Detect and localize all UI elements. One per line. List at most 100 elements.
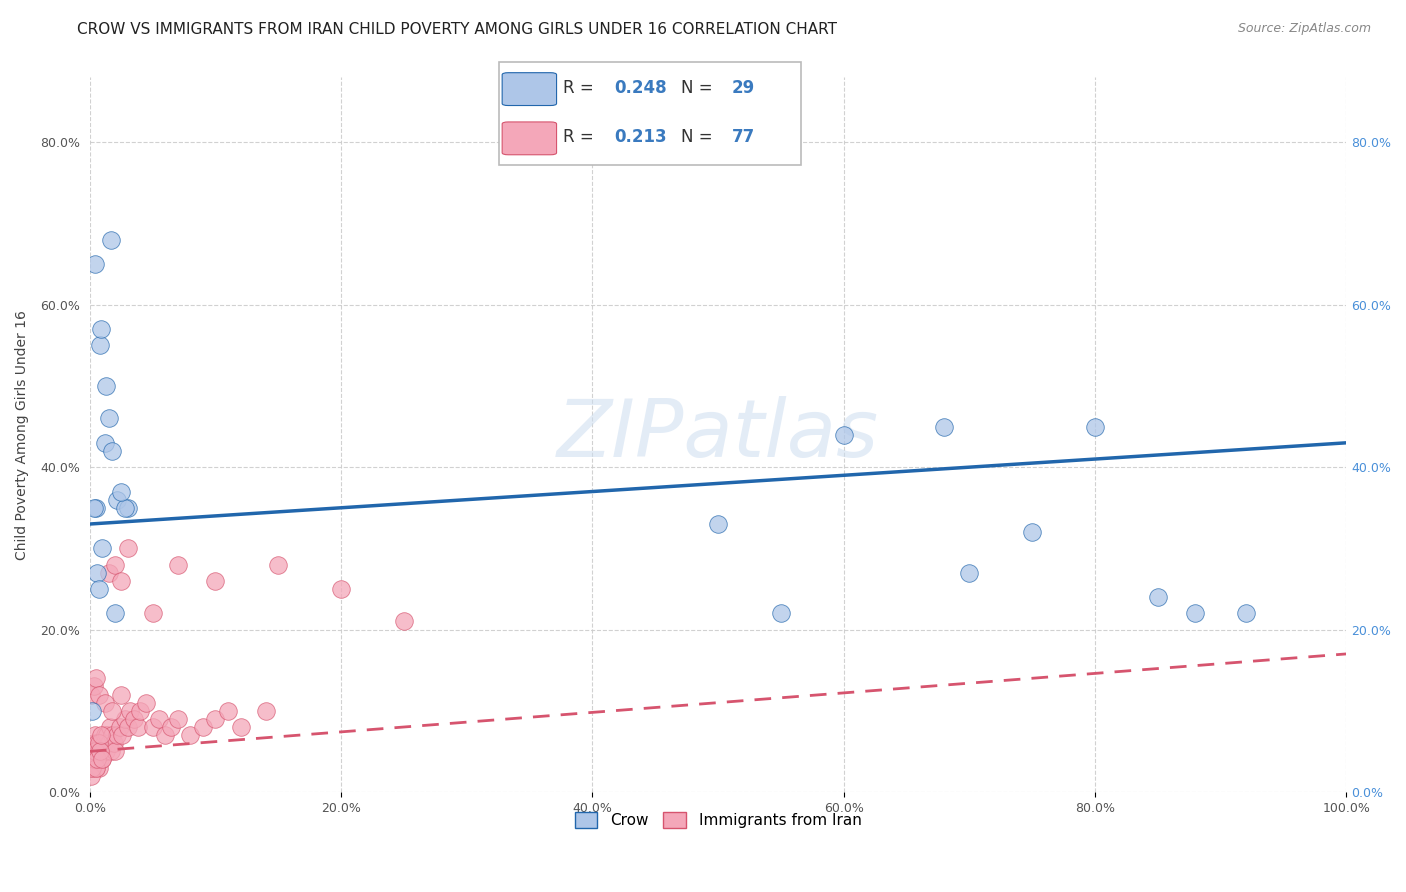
Point xyxy=(107,492,129,507)
Point xyxy=(94,435,117,450)
Point xyxy=(117,541,139,556)
Point xyxy=(135,696,157,710)
Point xyxy=(111,728,134,742)
Point xyxy=(1021,525,1043,540)
Point xyxy=(87,688,110,702)
Point xyxy=(707,516,730,531)
Point xyxy=(98,720,121,734)
Point xyxy=(160,720,183,734)
Point xyxy=(83,752,105,766)
Point xyxy=(101,704,124,718)
Point xyxy=(166,558,188,572)
Point xyxy=(101,728,124,742)
Point xyxy=(80,752,103,766)
Text: CROW VS IMMIGRANTS FROM IRAN CHILD POVERTY AMONG GIRLS UNDER 16 CORRELATION CHAR: CROW VS IMMIGRANTS FROM IRAN CHILD POVER… xyxy=(77,22,838,37)
Point xyxy=(217,704,239,718)
Point xyxy=(89,752,111,766)
Point xyxy=(142,720,165,734)
Text: R =: R = xyxy=(562,79,599,97)
Point xyxy=(104,607,127,621)
Point xyxy=(155,728,177,742)
Point xyxy=(94,728,117,742)
Point xyxy=(94,696,117,710)
Point xyxy=(1146,590,1168,604)
Point xyxy=(82,704,104,718)
Point xyxy=(118,704,141,718)
Point xyxy=(392,615,415,629)
Point xyxy=(91,752,114,766)
Point xyxy=(179,728,201,742)
Point xyxy=(108,720,131,734)
Point xyxy=(957,566,980,580)
Point xyxy=(1234,607,1257,621)
Point xyxy=(84,761,107,775)
Point xyxy=(97,736,120,750)
Text: ZIPatlas: ZIPatlas xyxy=(557,396,879,474)
Point xyxy=(86,752,108,766)
Point xyxy=(93,736,115,750)
Point xyxy=(82,752,104,766)
Point xyxy=(267,558,290,572)
Point xyxy=(1084,419,1107,434)
FancyBboxPatch shape xyxy=(502,122,557,155)
Point xyxy=(97,566,120,580)
Point xyxy=(86,736,108,750)
Point xyxy=(86,566,108,580)
Point xyxy=(96,744,118,758)
Point xyxy=(129,704,152,718)
Point xyxy=(80,769,103,783)
Point xyxy=(83,728,105,742)
Point xyxy=(110,574,132,588)
Point xyxy=(90,728,112,742)
Point xyxy=(91,541,114,556)
Point xyxy=(89,744,111,758)
Point xyxy=(90,752,112,766)
Point xyxy=(103,736,125,750)
Text: Source: ZipAtlas.com: Source: ZipAtlas.com xyxy=(1237,22,1371,36)
Point xyxy=(254,704,277,718)
Text: N =: N = xyxy=(681,128,717,146)
Point xyxy=(84,500,107,515)
Text: 29: 29 xyxy=(733,79,755,97)
Point xyxy=(117,500,139,515)
Point xyxy=(87,582,110,596)
Point xyxy=(330,582,353,596)
Point xyxy=(114,712,136,726)
Text: 0.213: 0.213 xyxy=(614,128,666,146)
Point xyxy=(832,427,855,442)
Point xyxy=(83,680,105,694)
Point xyxy=(83,257,105,271)
Point xyxy=(769,607,792,621)
Point xyxy=(90,744,112,758)
Point xyxy=(110,484,132,499)
Point xyxy=(84,761,107,775)
Point xyxy=(83,744,105,758)
Text: N =: N = xyxy=(681,79,717,97)
Point xyxy=(100,233,122,247)
Point xyxy=(97,411,120,425)
Legend: Crow, Immigrants from Iran: Crow, Immigrants from Iran xyxy=(568,806,868,834)
Text: 77: 77 xyxy=(733,128,755,146)
Point xyxy=(148,712,170,726)
Point xyxy=(89,761,111,775)
Point xyxy=(96,379,118,393)
Point xyxy=(80,761,103,775)
Point xyxy=(90,322,112,336)
Point xyxy=(204,574,226,588)
Text: R =: R = xyxy=(562,128,599,146)
Point xyxy=(82,761,104,775)
Point xyxy=(117,720,139,734)
Point xyxy=(89,736,111,750)
Point xyxy=(114,500,136,515)
FancyBboxPatch shape xyxy=(502,73,557,105)
Point xyxy=(932,419,955,434)
Point xyxy=(107,728,129,742)
Point xyxy=(127,720,149,734)
Point xyxy=(96,728,118,742)
Point xyxy=(204,712,226,726)
Point xyxy=(100,744,122,758)
Point xyxy=(89,338,111,352)
Point xyxy=(83,736,105,750)
Text: 0.248: 0.248 xyxy=(614,79,666,97)
Point xyxy=(84,752,107,766)
